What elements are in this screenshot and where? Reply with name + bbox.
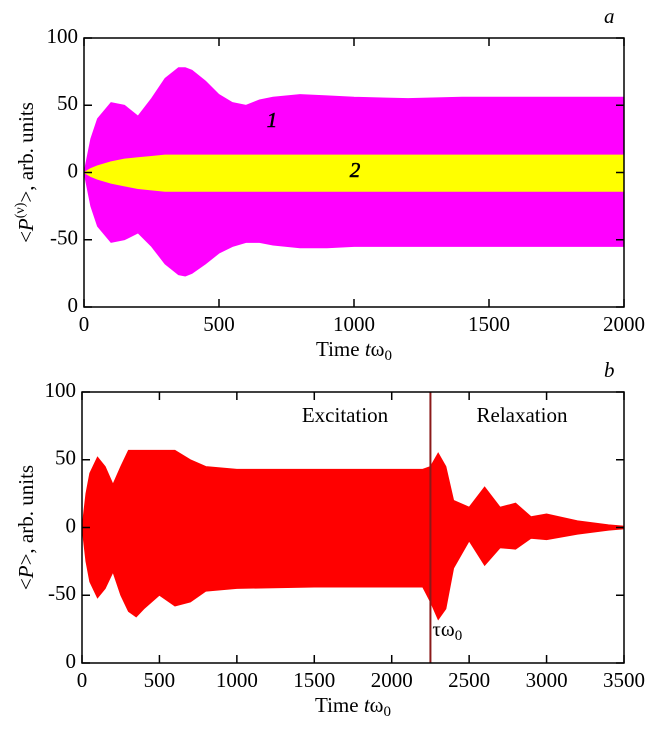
event-label: τω0 bbox=[432, 617, 462, 645]
y-tick-label: 0 bbox=[68, 158, 79, 182]
y-label-tail: >, arb. units bbox=[14, 102, 38, 203]
y-axis-label: <P(ν)>, arb. units bbox=[13, 102, 38, 243]
y-label-sup: (ν) bbox=[13, 202, 28, 218]
panel-label: a bbox=[604, 4, 615, 28]
x-axis-label: Time tω0 bbox=[315, 693, 391, 721]
x-tick-label: 500 bbox=[203, 312, 235, 336]
y-label-italic: P bbox=[14, 565, 38, 579]
y-axis-label: <P>, arb. units bbox=[14, 465, 38, 590]
annotation: Excitation bbox=[302, 403, 389, 427]
x-label-sub: 0 bbox=[385, 348, 393, 364]
y-tick-label: -50 bbox=[48, 581, 76, 605]
x-tick-label: 0 bbox=[77, 668, 88, 692]
x-tick-label: 2000 bbox=[371, 668, 413, 692]
series-label: 2 bbox=[350, 158, 361, 182]
series-label: 1 bbox=[267, 108, 278, 132]
x-axis-label: Time tω0 bbox=[316, 337, 392, 365]
x-tick-label: 3000 bbox=[526, 668, 568, 692]
envelope-band bbox=[81, 449, 625, 621]
x-tick-label: 2500 bbox=[448, 668, 490, 692]
x-tick-label: 1000 bbox=[216, 668, 258, 692]
y-label-text: < bbox=[14, 231, 38, 243]
y-label-tail: >, arb. units bbox=[14, 465, 38, 566]
y-tick-label: 0 bbox=[68, 293, 79, 317]
x-label-main: ω bbox=[370, 693, 384, 717]
y-tick-label: -50 bbox=[50, 226, 78, 250]
x-tick-label: 3500 bbox=[603, 668, 645, 692]
y-tick-label: 50 bbox=[55, 446, 76, 470]
panel-label: b bbox=[604, 358, 615, 382]
annotation: Relaxation bbox=[477, 403, 568, 427]
x-tick-label: 0 bbox=[79, 312, 90, 336]
x-label-italic: t bbox=[364, 693, 371, 717]
x-tick-label: 2000 bbox=[603, 312, 645, 336]
x-label-text: Time bbox=[316, 337, 365, 361]
y-label-italic: P bbox=[14, 218, 38, 232]
x-tick-label: 1000 bbox=[333, 312, 375, 336]
x-label-italic: t bbox=[365, 337, 372, 361]
x-label-text: Time bbox=[315, 693, 364, 717]
y-label-text: < bbox=[14, 578, 38, 590]
x-tick-label: 1500 bbox=[468, 312, 510, 336]
event-label-main: τω bbox=[432, 617, 454, 641]
x-tick-label: 500 bbox=[144, 668, 176, 692]
y-tick-label: 0 bbox=[66, 513, 77, 537]
y-tick-label: 50 bbox=[57, 91, 78, 115]
y-tick-label: 100 bbox=[45, 378, 77, 402]
y-tick-label: 0 bbox=[66, 649, 77, 673]
y-tick-label: 100 bbox=[47, 24, 79, 48]
x-tick-label: 1500 bbox=[293, 668, 335, 692]
event-label-sub: 0 bbox=[455, 628, 463, 644]
x-label-main: ω bbox=[371, 337, 385, 361]
x-label-sub: 0 bbox=[384, 704, 392, 720]
